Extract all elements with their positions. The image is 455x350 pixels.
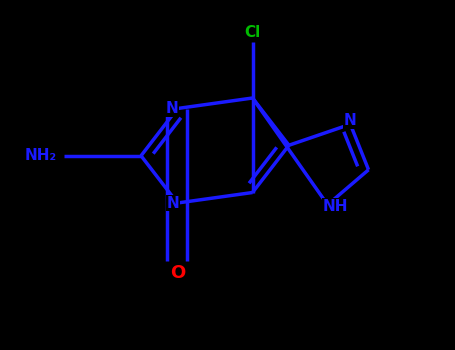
Text: N: N: [166, 101, 178, 116]
Text: N: N: [344, 113, 357, 128]
Text: Cl: Cl: [244, 25, 261, 40]
Text: NH₂: NH₂: [25, 148, 57, 163]
Text: O: O: [170, 264, 185, 282]
Text: NH: NH: [323, 199, 349, 214]
Text: N: N: [167, 196, 179, 210]
